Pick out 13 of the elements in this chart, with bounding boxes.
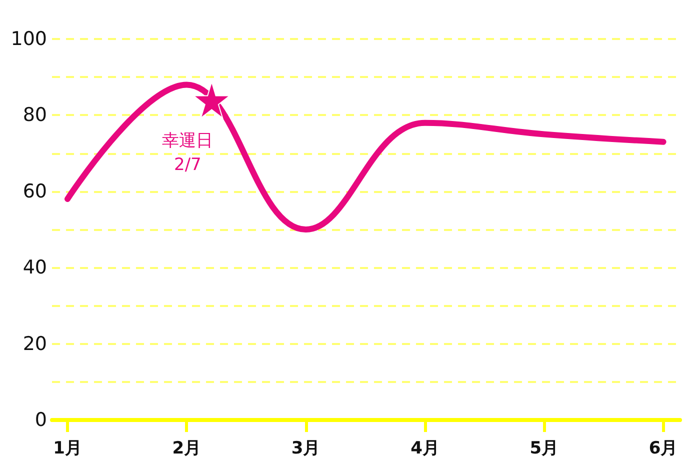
- x-tick-label: 2月: [172, 438, 202, 458]
- annotation: 幸運日 2/7: [162, 130, 214, 175]
- y-tick-label: 100: [10, 28, 47, 50]
- x-tick-label: 5月: [530, 438, 559, 458]
- x-tick-label: 4月: [410, 438, 440, 458]
- y-tick-label: 20: [22, 332, 47, 355]
- y-tick-label: 80: [22, 104, 47, 126]
- y-tick-label: 60: [22, 180, 47, 202]
- y-tick-label: 40: [22, 256, 47, 279]
- x-tick-label: 6月: [648, 438, 678, 458]
- x-tick-label: 3月: [291, 438, 320, 458]
- y-tick-label: 0: [34, 409, 47, 431]
- x-tick-label: 1月: [53, 438, 82, 458]
